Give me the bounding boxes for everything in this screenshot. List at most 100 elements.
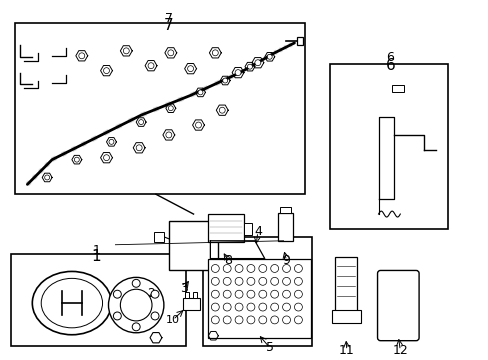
Text: 5: 5	[265, 341, 273, 354]
Bar	[334, 257, 356, 313]
Text: 9: 9	[282, 254, 290, 267]
Bar	[154, 232, 163, 242]
Bar	[11, 254, 185, 346]
Circle shape	[258, 316, 266, 324]
Bar	[244, 223, 251, 235]
Bar	[277, 213, 293, 241]
Bar	[184, 292, 188, 298]
Circle shape	[148, 63, 154, 69]
Circle shape	[267, 54, 272, 59]
Circle shape	[294, 265, 302, 273]
Circle shape	[44, 175, 49, 180]
Bar	[297, 37, 303, 45]
Text: 7: 7	[163, 18, 173, 33]
Circle shape	[211, 303, 219, 311]
Circle shape	[294, 277, 302, 285]
Circle shape	[151, 312, 159, 320]
Text: 11: 11	[338, 344, 354, 357]
Circle shape	[282, 303, 290, 311]
Bar	[183, 298, 200, 310]
Circle shape	[165, 132, 171, 138]
Circle shape	[223, 277, 231, 285]
FancyBboxPatch shape	[377, 270, 418, 341]
Circle shape	[187, 66, 193, 72]
Circle shape	[223, 265, 231, 273]
Circle shape	[270, 265, 278, 273]
Ellipse shape	[32, 271, 111, 335]
Text: 1: 1	[93, 244, 101, 257]
Ellipse shape	[41, 278, 102, 328]
Circle shape	[223, 303, 231, 311]
Circle shape	[198, 90, 203, 95]
Circle shape	[109, 139, 114, 144]
Circle shape	[120, 289, 152, 321]
Circle shape	[211, 316, 219, 324]
Circle shape	[246, 303, 254, 311]
Circle shape	[270, 316, 278, 324]
Circle shape	[153, 335, 159, 341]
Text: 6: 6	[386, 51, 393, 64]
Bar	[192, 292, 196, 298]
Circle shape	[235, 69, 241, 76]
Circle shape	[167, 50, 173, 56]
Circle shape	[235, 303, 243, 311]
Text: 1: 1	[92, 249, 101, 264]
Text: 3: 3	[180, 282, 187, 295]
Text: 7: 7	[164, 12, 172, 25]
Text: 4: 4	[253, 225, 261, 238]
Circle shape	[270, 290, 278, 298]
Circle shape	[74, 157, 79, 162]
Circle shape	[235, 265, 243, 273]
Circle shape	[294, 303, 302, 311]
Circle shape	[211, 277, 219, 285]
Circle shape	[108, 277, 163, 333]
Circle shape	[123, 48, 129, 54]
Bar	[15, 23, 305, 194]
Bar	[331, 310, 360, 323]
Circle shape	[258, 303, 266, 311]
Circle shape	[235, 277, 243, 285]
Circle shape	[132, 323, 140, 331]
Bar	[208, 214, 244, 242]
Circle shape	[270, 277, 278, 285]
Text: 2: 2	[147, 287, 155, 300]
Circle shape	[258, 277, 266, 285]
Text: 10: 10	[165, 315, 180, 325]
Bar	[279, 207, 291, 213]
Bar	[391, 85, 404, 93]
Bar	[203, 237, 312, 346]
Circle shape	[294, 316, 302, 324]
Circle shape	[270, 303, 278, 311]
Circle shape	[223, 290, 231, 298]
Circle shape	[246, 290, 254, 298]
Circle shape	[132, 279, 140, 287]
Bar	[329, 64, 447, 229]
Bar	[208, 258, 311, 338]
Circle shape	[246, 277, 254, 285]
Circle shape	[212, 50, 218, 56]
Circle shape	[258, 290, 266, 298]
Circle shape	[282, 316, 290, 324]
Circle shape	[235, 316, 243, 324]
Circle shape	[211, 290, 219, 298]
Circle shape	[424, 136, 438, 150]
Circle shape	[223, 316, 231, 324]
Circle shape	[103, 155, 109, 161]
Text: 8: 8	[224, 254, 232, 267]
Circle shape	[136, 145, 142, 151]
Circle shape	[282, 290, 290, 298]
Circle shape	[113, 312, 121, 320]
Circle shape	[246, 265, 254, 273]
Bar	[168, 221, 218, 270]
Circle shape	[219, 107, 225, 113]
Circle shape	[103, 68, 109, 73]
Circle shape	[113, 290, 121, 298]
Circle shape	[235, 290, 243, 298]
Circle shape	[139, 120, 143, 125]
Circle shape	[151, 290, 159, 298]
Circle shape	[246, 316, 254, 324]
Circle shape	[294, 290, 302, 298]
Circle shape	[258, 265, 266, 273]
Circle shape	[247, 64, 252, 69]
Text: 12: 12	[392, 344, 407, 357]
